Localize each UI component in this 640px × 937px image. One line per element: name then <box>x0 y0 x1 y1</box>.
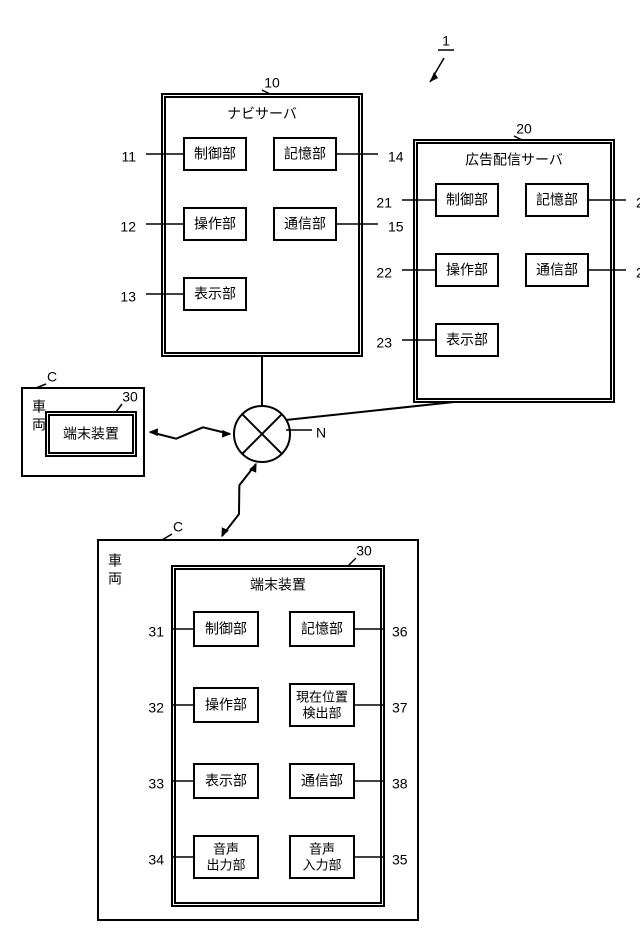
svg-text:24: 24 <box>636 195 640 211</box>
svg-text:車: 車 <box>108 553 122 569</box>
svg-text:35: 35 <box>392 852 408 868</box>
svg-text:N: N <box>316 425 326 441</box>
svg-text:入力部: 入力部 <box>302 857 341 872</box>
svg-text:操作部: 操作部 <box>194 216 236 232</box>
svg-text:検出部: 検出部 <box>302 705 341 720</box>
diagram-canvas: 1 10 ナビサーバ制御部 11 記憶部 14 操作部 12 通信部 15 表示部 13 20 広告配信サ… <box>0 0 640 937</box>
svg-text:23: 23 <box>376 335 392 351</box>
svg-text:音声: 音声 <box>213 841 239 856</box>
svg-text:15: 15 <box>388 219 404 235</box>
svg-text:表示部: 表示部 <box>205 773 247 789</box>
svg-text:操作部: 操作部 <box>205 697 247 713</box>
svg-text:13: 13 <box>120 289 136 305</box>
svg-text:制御部: 制御部 <box>194 146 236 162</box>
svg-text:表示部: 表示部 <box>446 332 488 348</box>
svg-text:37: 37 <box>392 700 408 716</box>
svg-text:31: 31 <box>148 624 164 640</box>
svg-text:車: 車 <box>32 399 46 415</box>
svg-text:25: 25 <box>636 265 640 281</box>
svg-text:21: 21 <box>376 195 392 211</box>
svg-text:30: 30 <box>356 543 372 559</box>
svg-text:11: 11 <box>121 149 136 165</box>
svg-text:両: 両 <box>108 571 122 587</box>
svg-text:10: 10 <box>264 75 280 91</box>
svg-text:出力部: 出力部 <box>206 857 245 872</box>
svg-text:端末装置: 端末装置 <box>63 426 119 442</box>
svg-text:36: 36 <box>392 624 408 640</box>
svg-text:38: 38 <box>392 776 408 792</box>
svg-text:20: 20 <box>516 121 532 137</box>
svg-text:C: C <box>47 369 57 385</box>
svg-text:通信部: 通信部 <box>301 773 343 789</box>
svg-text:14: 14 <box>388 149 404 165</box>
svg-text:12: 12 <box>120 219 136 235</box>
svg-text:通信部: 通信部 <box>284 216 326 232</box>
svg-text:C: C <box>173 519 183 535</box>
svg-text:33: 33 <box>148 776 164 792</box>
svg-text:現在位置: 現在位置 <box>296 689 348 704</box>
svg-text:記憶部: 記憶部 <box>536 192 578 208</box>
svg-text:両: 両 <box>32 417 46 433</box>
svg-text:制御部: 制御部 <box>446 192 488 208</box>
svg-text:端末装置: 端末装置 <box>250 577 306 593</box>
svg-text:表示部: 表示部 <box>194 286 236 302</box>
svg-text:記憶部: 記憶部 <box>301 621 343 637</box>
svg-text:30: 30 <box>122 389 138 405</box>
svg-text:1: 1 <box>442 33 450 49</box>
svg-text:通信部: 通信部 <box>536 262 578 278</box>
svg-text:音声: 音声 <box>309 841 335 856</box>
svg-text:34: 34 <box>148 852 164 868</box>
svg-text:記憶部: 記憶部 <box>284 146 326 162</box>
svg-text:制御部: 制御部 <box>205 621 247 637</box>
svg-text:広告配信サーバ: 広告配信サーバ <box>465 152 563 168</box>
svg-text:22: 22 <box>376 265 392 281</box>
svg-text:ナビサーバ: ナビサーバ <box>227 106 297 122</box>
svg-text:32: 32 <box>148 700 164 716</box>
svg-text:操作部: 操作部 <box>446 262 488 278</box>
